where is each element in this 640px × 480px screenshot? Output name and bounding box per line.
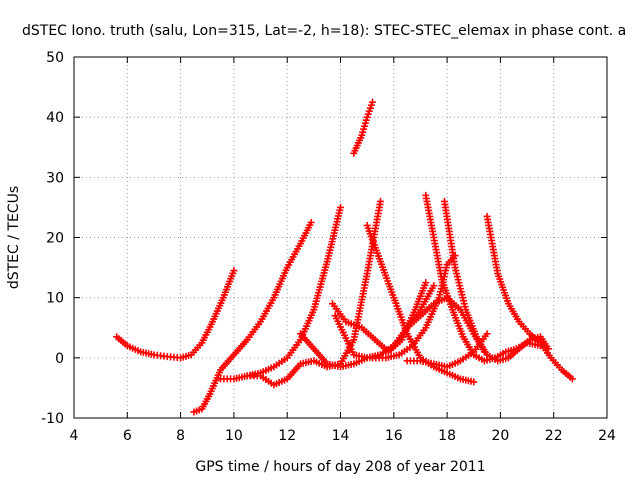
data-point: [422, 279, 430, 287]
x-axis-label: GPS time / hours of day 208 of year 2011: [195, 459, 485, 475]
x-tick-label: 8: [176, 428, 185, 444]
x-tick-label: 16: [385, 428, 403, 444]
x-tick-label: 4: [70, 428, 79, 444]
y-axis-label: dSTEC / TECUs: [6, 186, 22, 289]
y-tick-label: 20: [46, 231, 64, 247]
y-tick-label: 50: [46, 50, 64, 66]
y-tick-label: 30: [46, 170, 64, 186]
y-tick-label: 0: [55, 351, 64, 367]
grid: [74, 57, 607, 418]
x-tick-label: 18: [438, 428, 456, 444]
x-tick-label: 22: [545, 428, 563, 444]
data-series-13: [483, 212, 576, 383]
data-series-2: [190, 218, 315, 416]
y-tick-label: 40: [46, 110, 64, 126]
data-points: [113, 98, 576, 416]
data-point: [568, 375, 576, 383]
data-point: [307, 218, 315, 226]
y-tick-label: -10: [41, 411, 64, 427]
data-point: [230, 267, 238, 275]
data-point: [337, 203, 344, 211]
data-point: [376, 197, 384, 205]
data-point: [470, 378, 478, 386]
data-point: [368, 98, 376, 106]
x-tick-label: 14: [332, 428, 350, 444]
x-tick-label: 20: [491, 428, 509, 444]
data-series-7: [350, 98, 376, 157]
x-tick-label: 6: [123, 428, 132, 444]
data-series-14: [403, 330, 491, 371]
data-series-1: [113, 267, 238, 362]
x-tick-label: 24: [598, 428, 616, 444]
axis-ticks: 4 6 8 10 12 14 16 18 20 22 24 -10 0 10 20 30 40 50: [41, 50, 616, 444]
x-tick-label: 12: [278, 428, 296, 444]
data-point: [483, 330, 491, 338]
y-tick-label: 10: [46, 291, 64, 307]
x-tick-label: 10: [225, 428, 243, 444]
data-point: [430, 282, 438, 290]
chart-title: dSTEC Iono. truth (salu, Lon=315, Lat=-2…: [22, 23, 626, 39]
